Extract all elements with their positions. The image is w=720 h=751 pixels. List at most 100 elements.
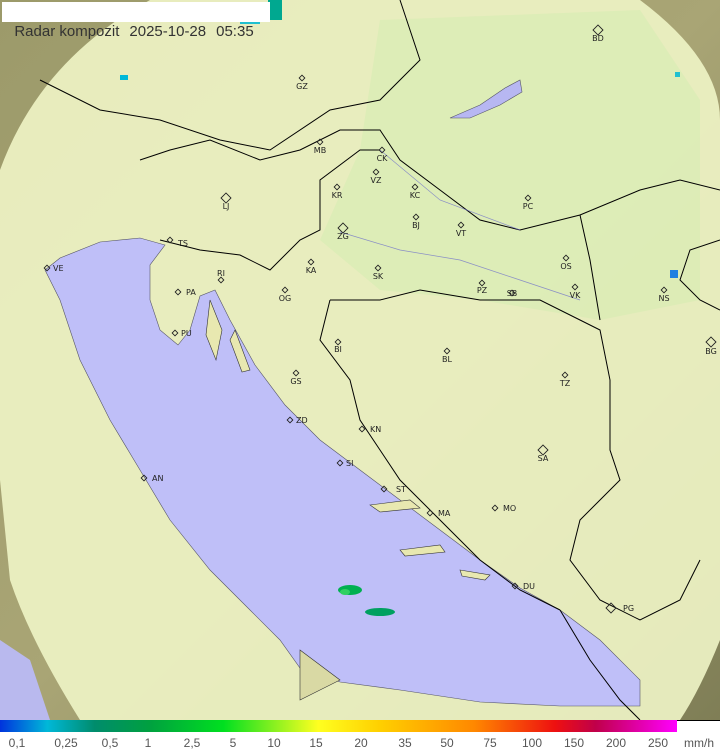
city-label-gz: GZ	[296, 82, 308, 91]
city-label-bd: BD	[592, 34, 604, 43]
title: Radar kompozit	[14, 23, 120, 40]
city-marker-ck	[378, 146, 386, 154]
tyrrhenian-sea	[0, 640, 50, 720]
city-label-pz: PZ	[477, 286, 488, 295]
city-label-mo: MO	[503, 504, 516, 513]
precipitation-color-scale	[0, 720, 677, 732]
city-marker-og	[281, 286, 289, 294]
city-marker-gs	[292, 369, 300, 377]
city-label-an: AN	[152, 474, 163, 483]
city-marker-lj	[220, 192, 232, 204]
city-label-sa: SA	[538, 454, 549, 463]
city-marker-pc	[524, 194, 532, 202]
city-marker-pz	[478, 279, 486, 287]
city-label-ma: MA	[438, 509, 451, 518]
legend-value: 10	[267, 736, 281, 750]
city-label-vk: VK	[570, 291, 581, 300]
city-marker-bd	[592, 24, 604, 36]
city-label-zd: ZD	[296, 416, 308, 425]
city-marker-bi	[334, 338, 342, 346]
legend-labels: 0,1 0,25 0,5 1 2,5 5 10 15 20 35 50 75 100 150 200 250 m…	[0, 736, 720, 751]
city-marker-tz	[561, 371, 569, 379]
legend-value: 50	[440, 736, 454, 750]
legend-value: 0,25	[54, 736, 78, 750]
land-green-hills	[320, 10, 700, 320]
legend-unit: mm/h	[684, 736, 714, 750]
date: 2025-10-28	[129, 23, 207, 40]
city-label-ts: TS	[177, 239, 188, 248]
city-label-tz: TZ	[559, 379, 571, 388]
legend-value: 2,5	[183, 736, 201, 750]
title-bar: Radar kompozit 2025-10-28 05:35	[2, 2, 270, 40]
city-label-bl: BL	[442, 355, 452, 364]
city-marker-kc	[411, 183, 419, 191]
time: 05:35	[216, 23, 254, 40]
city-marker-vk	[571, 283, 579, 291]
city-label-vt: VT	[456, 229, 466, 238]
city-label-ck: CK	[377, 154, 389, 163]
city-marker-ts	[166, 236, 174, 244]
city-label-kn: KN	[370, 425, 381, 434]
city-label-kr: KR	[332, 191, 343, 200]
city-label-zg: ZG	[337, 232, 349, 241]
city-marker-an	[140, 474, 148, 482]
city-marker-kr	[333, 183, 341, 191]
city-marker-mb	[316, 138, 324, 146]
legend-value: 200	[605, 736, 627, 750]
city-marker-bj	[412, 213, 420, 221]
city-marker-ns	[660, 286, 668, 294]
city-marker-pa	[174, 288, 182, 296]
city-label-mb: MB	[314, 146, 326, 155]
radar-map[interactable]: GZ BD MB CK VZ KR KC LJ PC BJ VT ZG TS VE RI KA SK OS NS PA…	[0, 0, 720, 721]
city-marker-ve	[43, 264, 51, 272]
city-marker-st	[380, 485, 388, 493]
city-label-st: ST	[396, 485, 406, 494]
city-label-du: DU	[523, 582, 535, 591]
city-marker-sk	[374, 264, 382, 272]
city-marker-bg	[705, 336, 717, 348]
city-marker-kn	[358, 425, 366, 433]
city-marker-pu	[171, 329, 179, 337]
city-label-vz: VZ	[371, 176, 382, 185]
city-marker-vt	[457, 221, 465, 229]
city-marker-gz	[298, 74, 306, 82]
city-label-kc: KC	[410, 191, 421, 200]
legend-value: 100	[521, 736, 543, 750]
legend-value: 75	[483, 736, 497, 750]
legend-value: 150	[563, 736, 585, 750]
legend-value: 20	[354, 736, 368, 750]
city-label-ns: NS	[658, 294, 669, 303]
city-marker-sb	[508, 289, 516, 297]
legend-value: 0,5	[101, 736, 119, 750]
city-label-ve: VE	[53, 264, 64, 273]
city-marker-bl	[443, 347, 451, 355]
city-label-pc: PC	[523, 202, 534, 211]
city-marker-ka	[307, 258, 315, 266]
rivers	[339, 149, 581, 301]
city-label-sk: SK	[373, 272, 384, 281]
country-borders	[39, 0, 720, 720]
city-label-pg: PG	[623, 604, 634, 613]
city-label-si: SI	[346, 459, 353, 468]
city-label-sb: SB	[507, 289, 518, 298]
legend-value: 1	[144, 736, 152, 750]
city-marker-pg	[605, 602, 617, 614]
city-marker-sa	[537, 444, 549, 456]
islands	[205, 299, 491, 701]
city-label-lj: LJ	[223, 202, 230, 211]
legend-value: 15	[309, 736, 323, 750]
city-marker-zg	[337, 222, 349, 234]
city-label-bg: BG	[705, 347, 717, 356]
city-label-pa: PA	[186, 288, 196, 297]
city-marker-zd	[286, 416, 294, 424]
city-marker-mo	[491, 504, 499, 512]
city-label-gs: GS	[290, 377, 301, 386]
city-label-os: OS	[560, 262, 571, 271]
legend-value: 5	[229, 736, 237, 750]
city-label-ri: RI	[217, 269, 225, 278]
city-label-og: OG	[279, 294, 292, 303]
city-marker-os	[562, 254, 570, 262]
city-marker-vz	[372, 168, 380, 176]
city-markers: GZ BD MB CK VZ KR KC LJ PC BJ VT ZG TS VE RI KA SK OS NS PA…	[43, 24, 717, 614]
city-marker-si	[336, 459, 344, 467]
